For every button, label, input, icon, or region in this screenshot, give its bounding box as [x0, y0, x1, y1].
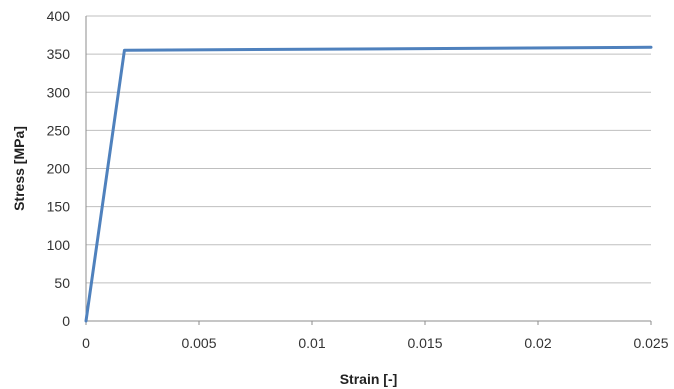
axis-layer	[85, 16, 652, 325]
x-tick-label: 0.02	[524, 335, 551, 351]
y-tick-label: 200	[47, 161, 71, 177]
grid-layer	[86, 15, 651, 284]
x-tick-label: 0.015	[407, 335, 442, 351]
y-tick-label: 150	[47, 199, 71, 215]
y-tick-label: 300	[47, 84, 71, 100]
y-tick-label: 50	[54, 275, 70, 291]
x-tick-label: 0.005	[181, 335, 216, 351]
y-tick-label: 100	[47, 237, 71, 253]
series-layer	[84, 45, 653, 323]
x-tick-label: 0.01	[298, 335, 325, 351]
y-tick-label: 400	[47, 8, 71, 24]
tick-label-layer: 0 50 100 150 200 250 300 350 400 0 0.005 0.01 0.015 0…	[47, 8, 669, 351]
x-tick-label: 0	[82, 335, 90, 351]
y-axis-title: Stress [MPa]	[11, 126, 27, 211]
y-tick-label: 0	[62, 313, 70, 329]
stress-strain-series-line	[84, 45, 653, 323]
y-tick-label: 250	[47, 122, 71, 138]
x-axis-title: Strain [-]	[340, 371, 398, 387]
x-tick-label: 0.025	[633, 335, 668, 351]
y-tick-label: 350	[47, 46, 71, 62]
